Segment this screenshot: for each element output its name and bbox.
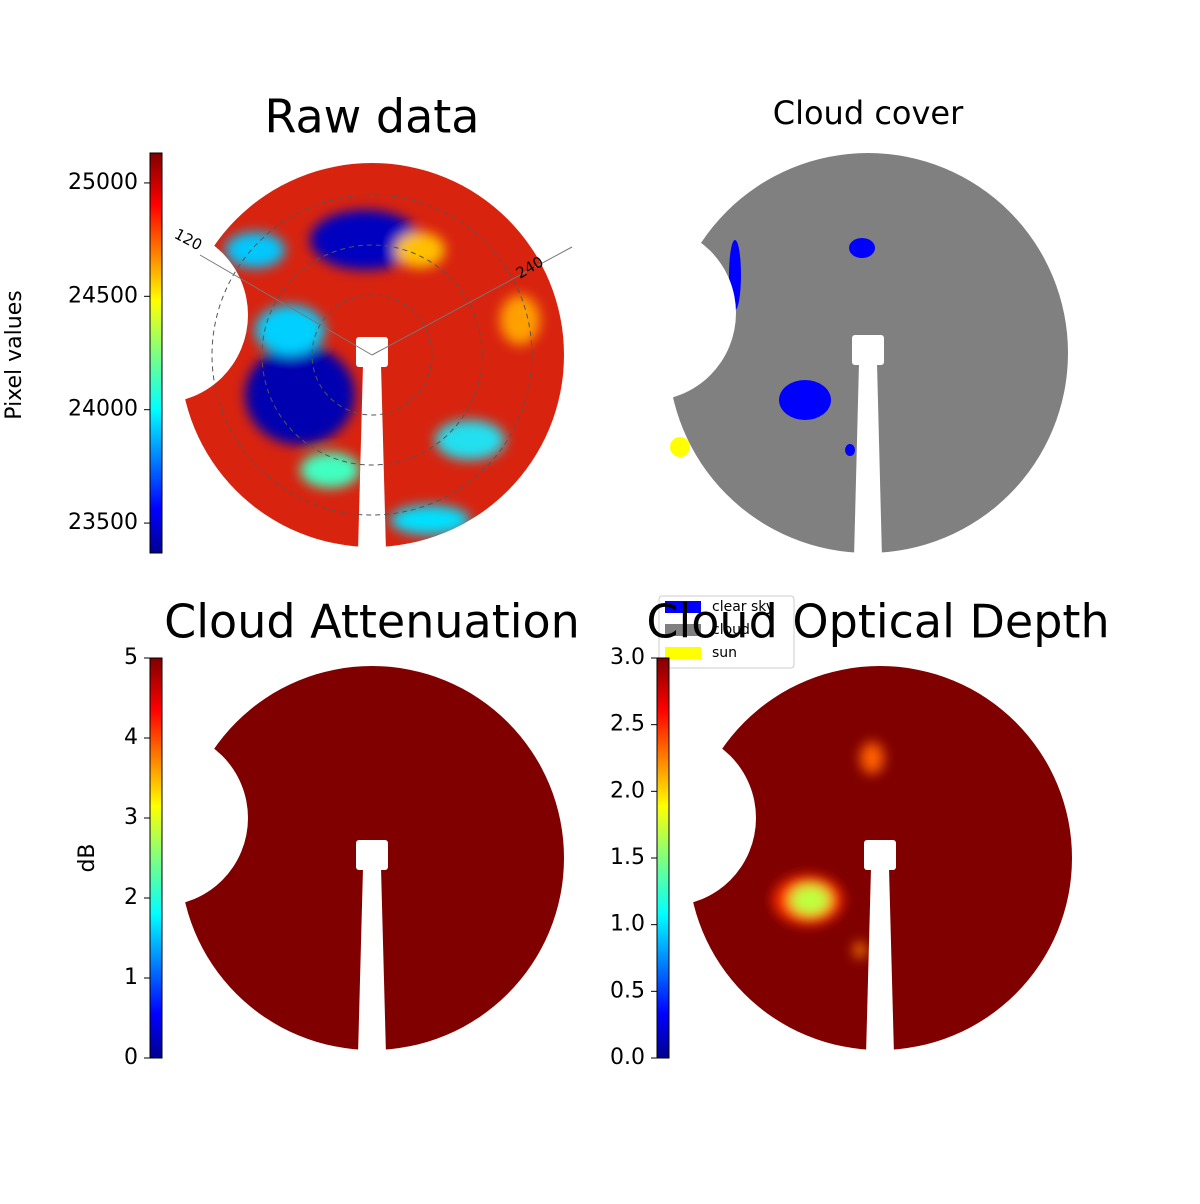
panel: Cloud Optical Depth 0.0 0.5 1.0 1.5 2.0 2.5 3.0 [610, 595, 1110, 1071]
legend-label: cloud [712, 622, 750, 638]
legend-swatch [665, 601, 701, 613]
colorbar [149, 657, 163, 1059]
panel-title: Raw data [265, 90, 480, 144]
colorbar-tick-label: 24000 [68, 397, 138, 422]
colorbar-tick-label: 2.0 [610, 778, 645, 803]
colorbar-tick-label: 2.5 [610, 712, 645, 737]
colorbar-tick-label: 2 [124, 885, 138, 910]
colorbar-tick-label: 4 [124, 725, 138, 750]
panel-title: Cloud cover [773, 94, 964, 132]
colorbar-tick-label: 0.5 [610, 978, 645, 1003]
legend-label: clear sky [712, 599, 774, 615]
colorbar-tick-label: 3 [124, 805, 138, 830]
panel: Raw data12024023500240002450025000Pixel … [2, 90, 573, 554]
sun-marker [670, 437, 690, 457]
colorbar-tick-label: 24500 [68, 283, 138, 308]
polar-axis [199, 254, 373, 356]
colorbar-tick-label: 25000 [68, 170, 138, 195]
legend-label: sun [712, 645, 737, 661]
colorbar-tick-label: 0.0 [610, 1045, 645, 1070]
colorbar-tick-label: 3.0 [610, 645, 645, 670]
sky-image [180, 163, 564, 547]
sky-image [668, 153, 1068, 553]
colorbar-tick-label: 23500 [68, 510, 138, 535]
panel: Cloud cover clear sky cloud sun [658, 94, 1068, 669]
colorbar [656, 657, 670, 1059]
polar-grid [261, 244, 483, 466]
colorbar [149, 152, 163, 554]
panel: Cloud Attenuation 0 1 2 3 4 5 dB [75, 595, 580, 1071]
polar-axis [371, 246, 573, 356]
colorbar-label: dB [75, 843, 100, 872]
legend-swatch [665, 624, 701, 636]
colorbar-tick-label: 1 [124, 965, 138, 990]
colorbar-tick-label: 1.0 [610, 912, 645, 937]
sky-image [180, 666, 564, 1050]
legend-swatch [665, 647, 701, 659]
panel-title: Cloud Optical Depth [646, 595, 1109, 649]
polar-grid [211, 194, 533, 516]
colorbar-tick-label: 0 [124, 1045, 138, 1070]
colorbar-tick-label: 5 [124, 645, 138, 670]
sky-image [688, 666, 1072, 1050]
polar-grid [311, 294, 433, 416]
colorbar-tick-label: 1.5 [610, 845, 645, 870]
panel-title: Cloud Attenuation [164, 595, 580, 649]
colorbar-label: Pixel values [2, 290, 27, 419]
